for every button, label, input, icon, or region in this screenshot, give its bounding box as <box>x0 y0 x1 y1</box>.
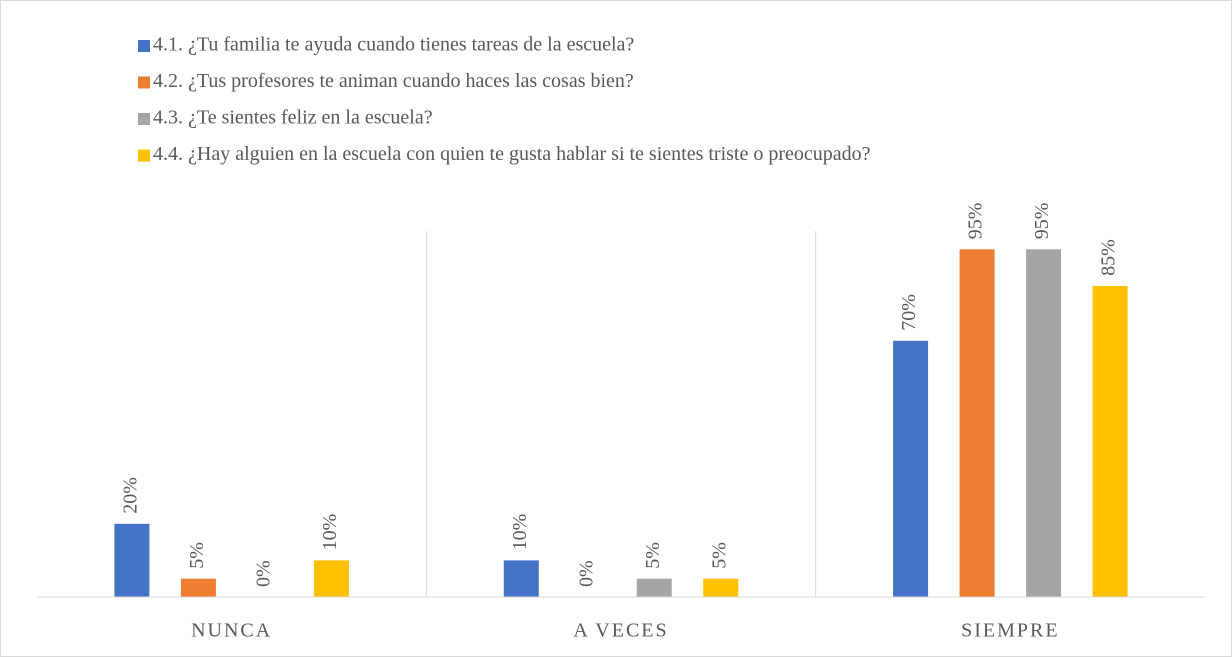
data-label: 0% <box>253 560 275 587</box>
legend-label: 4.2. ¿Tus profesores te animan cuando ha… <box>153 70 634 92</box>
bar <box>1092 285 1128 597</box>
bar <box>703 578 739 597</box>
bar <box>180 578 216 597</box>
data-label: 5% <box>642 542 664 569</box>
bar <box>1026 249 1062 598</box>
data-label: 85% <box>1098 239 1120 276</box>
data-label: 20% <box>120 477 142 514</box>
legend-swatch <box>138 113 150 125</box>
data-label: 95% <box>965 203 987 240</box>
legend-label: 4.1. ¿Tu familia te ayuda cuando tienes … <box>153 34 634 56</box>
bar <box>893 340 929 597</box>
data-label: 5% <box>708 542 730 569</box>
data-label: 95% <box>1031 203 1053 240</box>
legend-label: 4.4. ¿Hay alguien en la escuela con quie… <box>153 143 871 165</box>
x-tick-label: SIEMPRE <box>961 620 1059 642</box>
legend-swatch <box>138 149 150 162</box>
legend-swatch <box>138 40 150 52</box>
legend-swatch <box>138 76 150 89</box>
bar <box>503 560 539 597</box>
data-label: 5% <box>186 542 208 569</box>
x-tick-label: NUNCA <box>191 620 272 642</box>
data-label: 10% <box>319 514 341 551</box>
bar <box>636 578 672 597</box>
legend-label: 4.3. ¿Te sientes feliz en la escuela? <box>153 107 433 129</box>
bar <box>313 560 349 597</box>
data-label: 0% <box>575 560 597 587</box>
bar <box>114 523 150 597</box>
data-label: 70% <box>898 294 920 331</box>
x-tick-label: A VECES <box>573 620 668 642</box>
data-label: 10% <box>509 514 531 551</box>
bar <box>959 249 995 598</box>
